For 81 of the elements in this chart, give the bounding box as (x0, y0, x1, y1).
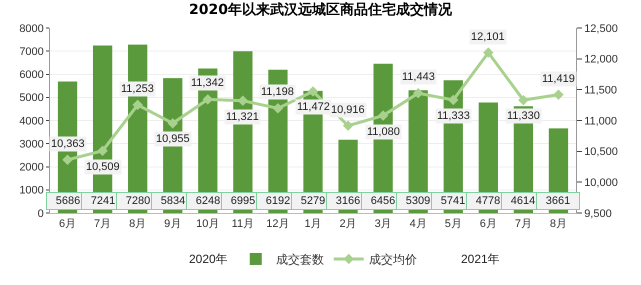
x-tick-label: 7月 (514, 218, 532, 230)
data-label: 10,916 (331, 104, 365, 116)
x-tick-label: 7月 (94, 218, 112, 230)
point (413, 88, 424, 98)
point (238, 96, 248, 106)
data-label: 5309 (406, 195, 430, 207)
data-label: 11,333 (437, 110, 470, 122)
text: 2020年 (189, 252, 228, 266)
y-tick-label: 1000 (19, 184, 44, 197)
data-label: 6456 (370, 195, 396, 207)
x-tick-label: 6月 (58, 218, 76, 230)
x-tick-label: 2月 (340, 218, 357, 230)
data-label: 10,955 (156, 133, 190, 145)
point (62, 154, 73, 165)
data-label: 11,253 (121, 83, 154, 95)
text: 2021年 (461, 252, 500, 266)
y2-tick-label: 10,000 (584, 177, 618, 190)
x-tick-label: 5月 (444, 218, 462, 230)
x-tick-label: 6月 (480, 218, 497, 230)
data-label: 11,342 (191, 77, 224, 89)
data-label: 6995 (230, 195, 256, 207)
data-label: 11,419 (542, 73, 575, 85)
point (168, 118, 178, 128)
y2-tick-label: 11,000 (584, 115, 618, 128)
data-label: 7280 (126, 195, 150, 207)
data-label: 11,198 (261, 86, 294, 98)
x-tick-label: 11月 (232, 218, 254, 230)
y-tick-label: 7000 (19, 46, 44, 58)
data-label: 5741 (440, 195, 466, 207)
y-tick-label: 5000 (19, 92, 44, 104)
point (202, 94, 213, 105)
data-label: 6192 (266, 195, 290, 207)
y2-tick-label: 10,500 (584, 146, 618, 158)
data-label: 3661 (546, 195, 570, 207)
data-label: 4778 (476, 195, 500, 207)
y-tick-label: 2000 (19, 162, 44, 174)
data-label: 4614 (510, 195, 536, 207)
y2-tick-label: 9,500 (584, 208, 612, 220)
legend-label: 成交套数 (276, 252, 324, 267)
x-tick-label: 4月 (410, 218, 427, 230)
y2-tick-label: 12,500 (584, 22, 618, 35)
data-label: 11,321 (226, 111, 259, 123)
data-label: 11,443 (402, 71, 435, 83)
x-tick-label: 8月 (129, 218, 146, 230)
y-tick-label: 6000 (19, 69, 44, 82)
x-tick-label: 9月 (164, 218, 182, 230)
x-tick-label: 8月 (550, 218, 568, 230)
data-label: 12,101 (471, 31, 505, 43)
point (342, 120, 354, 131)
data-label: 5279 (300, 195, 326, 207)
data-label: 11,330 (507, 110, 540, 122)
y2-tick-label: 11,500 (584, 84, 618, 97)
y-tick-label: 0 (38, 208, 44, 220)
point (308, 86, 318, 97)
data-label: 10,509 (86, 161, 120, 173)
y2-tick-label: 12,000 (584, 54, 618, 66)
x-tick-label: 1月 (304, 218, 322, 230)
point (272, 103, 284, 114)
point (448, 94, 458, 106)
data-label: 11,080 (367, 126, 400, 138)
data-label: 5686 (56, 195, 80, 207)
point (378, 110, 388, 121)
data-label: 5834 (160, 195, 186, 207)
legend-label: 成交均价 (368, 252, 417, 267)
data-label: 7241 (90, 195, 116, 207)
data-label: 11,472 (297, 101, 330, 113)
y-tick-label: 4000 (19, 115, 44, 128)
data-label: 6248 (196, 195, 220, 207)
x-tick-label: 10月 (196, 218, 220, 230)
x-tick-label: 12月 (266, 218, 290, 230)
data-label: 3166 (336, 195, 360, 207)
data-label: 10,363 (51, 138, 85, 150)
x-tick-label: 3月 (374, 218, 392, 230)
point (553, 89, 564, 100)
point (97, 146, 108, 156)
point (518, 94, 529, 106)
y-tick-label: 8000 (19, 22, 44, 35)
point (483, 47, 494, 58)
point (132, 100, 143, 110)
chart-title: 2020年以来武汉远城区商品住宅成交情况 (189, 1, 453, 18)
y-tick-label: 3000 (19, 138, 44, 150)
